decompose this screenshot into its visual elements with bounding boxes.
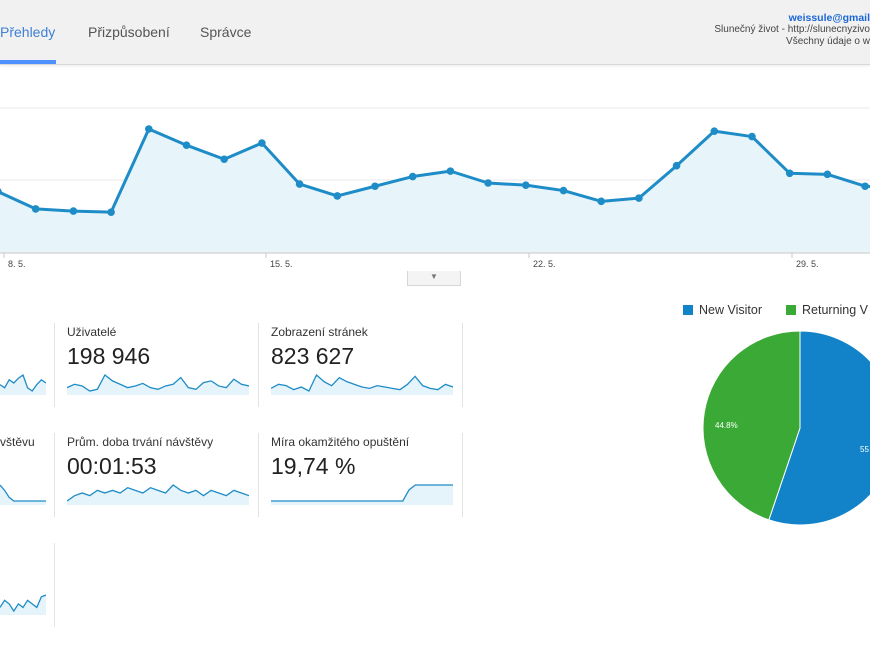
tile-divider	[258, 433, 259, 517]
account-view: Všechny údaje o w	[786, 36, 870, 47]
metric-value: 823 627	[271, 343, 355, 369]
legend-swatch-green	[786, 305, 796, 315]
sparkline-fill	[67, 485, 249, 505]
metric-tile-pages-per-visit[interactable]: vštěvu	[0, 435, 46, 505]
tile-divider	[54, 543, 55, 627]
account-selector[interactable]: weissule@gmail Slunečný život - http://s…	[630, 12, 870, 48]
metric-sparkline	[0, 484, 46, 505]
chart-point[interactable]	[220, 155, 228, 164]
sparkline-fill	[0, 375, 46, 395]
metric-value: 198 946	[67, 343, 151, 369]
pie-label-returning: 44.8%	[715, 421, 738, 430]
chart-point[interactable]	[333, 192, 342, 200]
chart-point[interactable]	[446, 167, 455, 175]
tile-divider	[258, 323, 259, 407]
account-email[interactable]: weissule@gmail	[788, 12, 870, 24]
legend-swatch-blue	[683, 305, 693, 315]
metric-value: 00:01:53	[67, 453, 157, 479]
x-axis-tick-label: 8. 5.	[8, 259, 26, 269]
chart-point[interactable]	[371, 182, 379, 191]
sparkline-line	[271, 373, 453, 392]
metric-sparkline	[271, 484, 453, 505]
chart-point[interactable]	[710, 127, 719, 135]
pie-slice-returning-visitor	[702, 330, 801, 521]
chart-point[interactable]	[31, 205, 40, 213]
chart-point[interactable]	[861, 182, 869, 191]
sparkline-line	[0, 373, 46, 392]
chart-point[interactable]	[0, 188, 2, 196]
chart-point[interactable]	[295, 180, 304, 188]
metric-sparkline	[0, 594, 46, 615]
account-property: Slunečný život - http://slunecnyzivo	[714, 24, 870, 35]
sparkline-line	[67, 374, 249, 392]
chart-point[interactable]	[597, 197, 605, 206]
sparkline-line	[271, 484, 453, 502]
chart-points	[0, 125, 869, 216]
x-axis-tick-label: 22. 5.	[533, 259, 556, 269]
tile-divider	[54, 323, 55, 407]
chart-point[interactable]	[785, 169, 794, 178]
metric-tile-avg-duration[interactable]: Prům. doba trvání návštěvy 00:01:53	[67, 435, 249, 505]
chart-point[interactable]	[748, 132, 756, 141]
chart-area-fill	[0, 129, 870, 253]
tile-divider	[462, 433, 463, 517]
legend-label: Returning V	[802, 303, 869, 317]
chart-point[interactable]	[107, 208, 115, 216]
sparkline-line	[0, 484, 46, 502]
metric-tile-pageviews[interactable]: Zobrazení stránek 823 627	[271, 325, 453, 395]
metric-sparkline	[67, 374, 249, 395]
metric-sparkline	[0, 373, 46, 395]
chart-point[interactable]	[408, 172, 417, 181]
sparkline-fill	[271, 485, 453, 505]
pie-slice-new-visitor	[768, 330, 870, 526]
pie-label-new: 55	[860, 445, 869, 454]
chart-point[interactable]	[672, 161, 681, 170]
active-tab-indicator	[0, 60, 56, 64]
x-axis-tick-label: 29. 5.	[796, 259, 819, 269]
legend-new-visitor[interactable]: New Visitor	[683, 303, 762, 317]
metric-label: Uživatelé	[67, 325, 117, 339]
metric-sparkline	[271, 373, 453, 395]
tab-admin[interactable]: Správce	[200, 24, 252, 40]
chart-point[interactable]	[635, 194, 643, 202]
tab-customization[interactable]: Přizpůsobení	[88, 24, 170, 40]
x-axis-tick-label: 15. 5.	[270, 259, 293, 269]
tile-divider	[54, 433, 55, 517]
legend-returning-visitor[interactable]: Returning V	[786, 303, 868, 317]
sparkline-fill	[0, 595, 46, 615]
sparkline-fill	[67, 375, 249, 395]
metric-sparkline	[67, 484, 249, 505]
metric-value: 19,74 %	[271, 453, 356, 479]
metric-label: Zobrazení stránek	[271, 325, 368, 339]
chevron-down-icon: ▼	[430, 272, 438, 281]
metric-label: vštěvu	[0, 435, 35, 449]
metric-tile-users[interactable]: Uživatelé 198 946	[67, 325, 249, 395]
chart-point[interactable]	[522, 181, 530, 189]
sessions-line-chart: 8. 5. 15. 5. 22. 5. 29. 5.	[0, 107, 870, 269]
chart-point[interactable]	[823, 170, 832, 179]
metric-label: Prům. doba trvání návštěvy	[67, 435, 214, 449]
sparkline-line	[67, 484, 249, 502]
chart-point[interactable]	[258, 139, 266, 147]
tab-reports[interactable]: Přehledy	[0, 24, 56, 40]
sparkline-fill	[271, 375, 453, 395]
legend-label: New Visitor	[699, 303, 762, 317]
chart-point[interactable]	[145, 125, 153, 133]
metric-tile-bounce-rate[interactable]: Míra okamžitého opuštění 19,74 %	[271, 435, 453, 505]
metric-label: Míra okamžitého opuštění	[271, 435, 410, 449]
top-navigation-bar: Přehledy Přizpůsobení Správce weissule@g…	[0, 0, 870, 65]
collapse-chart-handle[interactable]: ▼	[407, 271, 461, 286]
chart-point[interactable]	[182, 141, 191, 149]
chart-point[interactable]	[69, 207, 78, 215]
tile-divider	[462, 323, 463, 407]
x-axis-ticks: 8. 5. 15. 5. 22. 5. 29. 5.	[3, 253, 819, 269]
sparkline-line	[0, 594, 46, 613]
chart-point[interactable]	[484, 179, 492, 187]
chart-point[interactable]	[559, 186, 568, 195]
